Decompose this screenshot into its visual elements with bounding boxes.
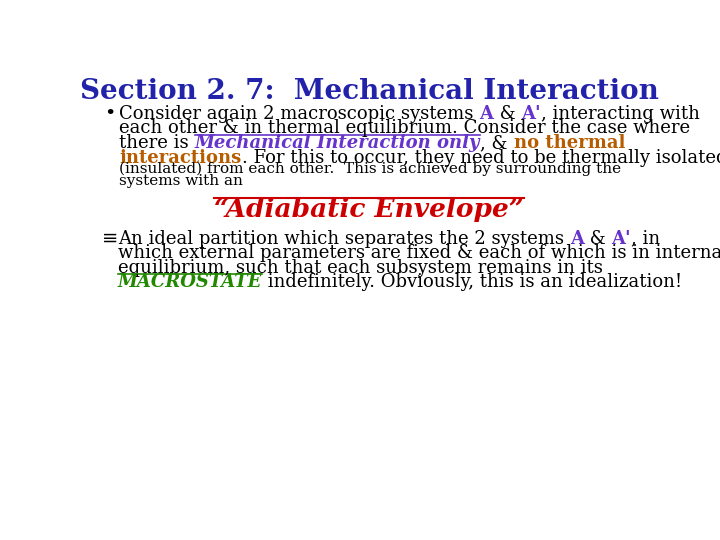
Text: ≡: ≡ bbox=[102, 230, 118, 247]
Text: interactions: interactions bbox=[120, 148, 242, 167]
Text: MACROSTATE: MACROSTATE bbox=[118, 273, 262, 292]
Text: A': A' bbox=[521, 105, 541, 123]
Text: indefinitely. Obviously, this is an idealization!: indefinitely. Obviously, this is an idea… bbox=[262, 273, 683, 292]
Text: &: & bbox=[584, 230, 611, 247]
Text: An ideal partition which separates the 2 systems: An ideal partition which separates the 2… bbox=[118, 230, 570, 247]
Text: &: & bbox=[494, 105, 521, 123]
Text: Section 2. 7:  Mechanical Interaction: Section 2. 7: Mechanical Interaction bbox=[80, 78, 658, 105]
Text: , &: , & bbox=[480, 134, 513, 152]
Text: Mechanical Interaction only: Mechanical Interaction only bbox=[195, 134, 480, 152]
Text: each other & in thermal equilibrium. Consider the case where: each other & in thermal equilibrium. Con… bbox=[120, 119, 690, 138]
Text: there is: there is bbox=[120, 134, 195, 152]
Text: , in: , in bbox=[631, 230, 660, 247]
Text: which external parameters are fixed & each of which is in internal: which external parameters are fixed & ea… bbox=[118, 244, 720, 262]
Text: (insulated) from each other.  This is achieved by surrounding the: (insulated) from each other. This is ach… bbox=[120, 162, 621, 176]
Text: equilibrium, such that each subsystem remains in its: equilibrium, such that each subsystem re… bbox=[118, 259, 603, 277]
Text: A': A' bbox=[611, 230, 631, 247]
Text: , interacting with: , interacting with bbox=[541, 105, 700, 123]
Text: “Adiabatic Envelope”: “Adiabatic Envelope” bbox=[214, 197, 524, 222]
Text: A: A bbox=[570, 230, 584, 247]
Text: •: • bbox=[104, 105, 115, 123]
Text: A: A bbox=[480, 105, 494, 123]
Text: systems with an: systems with an bbox=[120, 174, 243, 188]
Text: Consider again 2 macroscopic systems: Consider again 2 macroscopic systems bbox=[120, 105, 480, 123]
Text: . For this to occur, they need to be thermally isolated: . For this to occur, they need to be the… bbox=[242, 148, 720, 167]
Text: no thermal: no thermal bbox=[513, 134, 625, 152]
